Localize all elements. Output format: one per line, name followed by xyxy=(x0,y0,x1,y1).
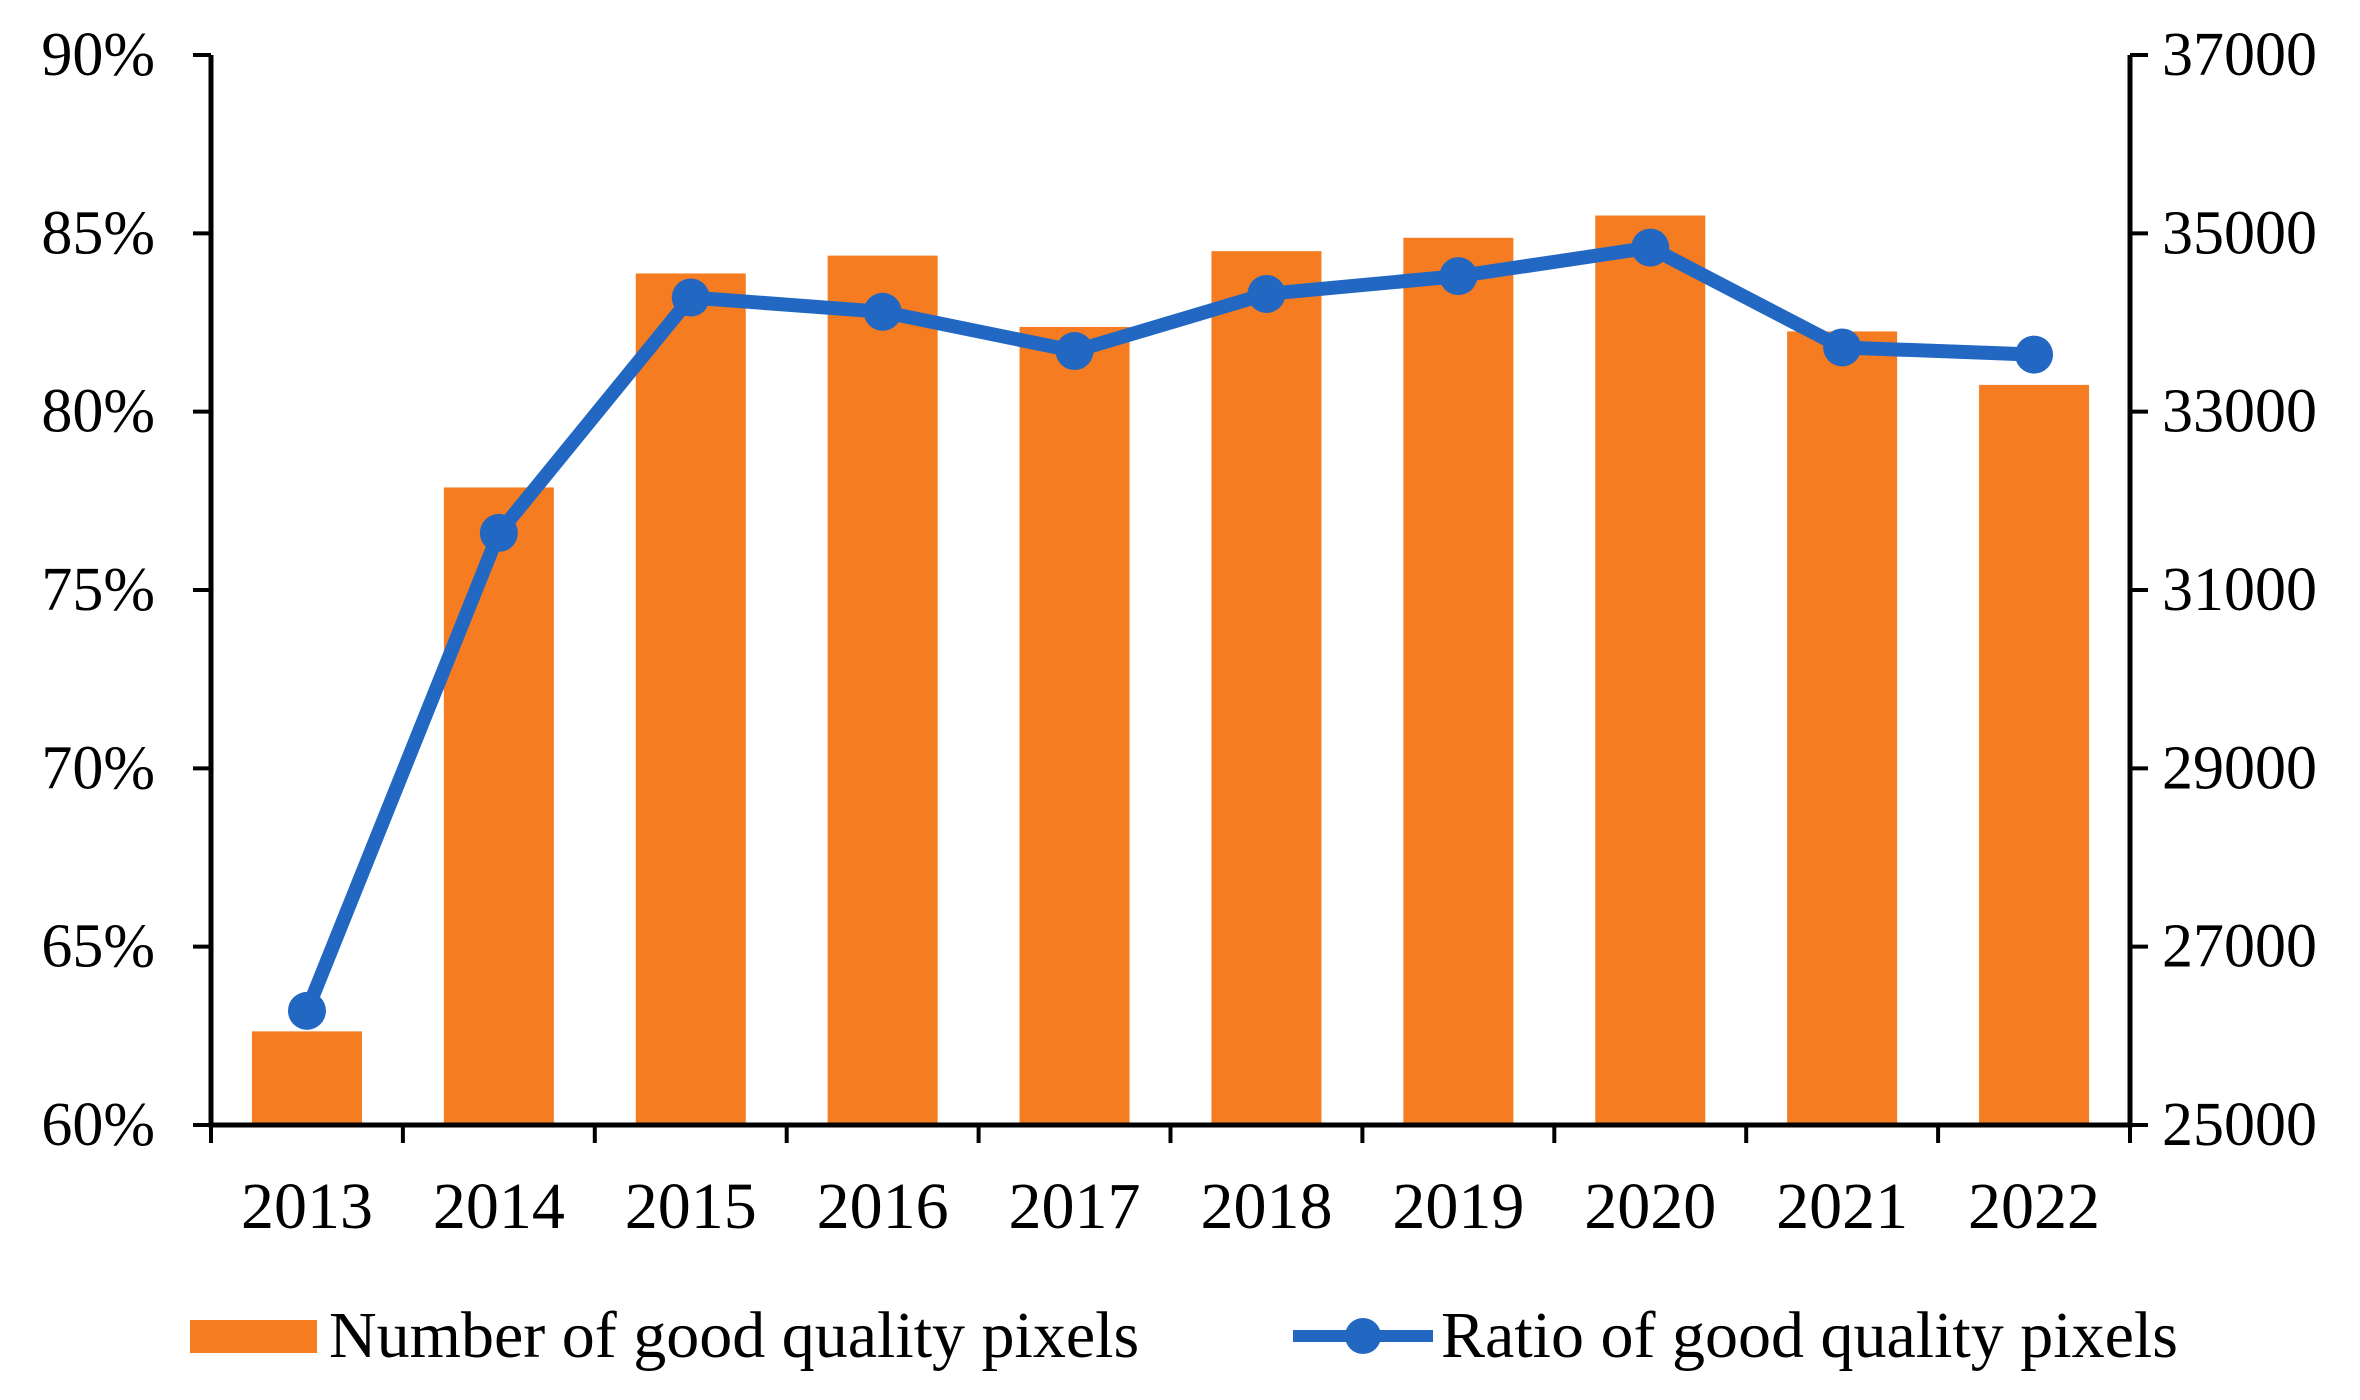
legend-item-bars: Number of good quality pixels xyxy=(190,1299,1140,1372)
x-axis-tick-label: 2015 xyxy=(625,1170,757,1243)
x-axis-tick-label: 2019 xyxy=(1392,1170,1524,1243)
right-axis-tick-label: 25000 xyxy=(2162,1091,2317,1159)
line-point-2014 xyxy=(479,513,518,552)
legend-line-marker-icon xyxy=(1345,1318,1381,1354)
bar-2014 xyxy=(443,487,554,1125)
legend-bar-label: Number of good quality pixels xyxy=(329,1299,1140,1372)
right-axis-tick-label: 29000 xyxy=(2162,734,2317,802)
right-axis-tick-label: 27000 xyxy=(2162,913,2317,981)
bar-2019 xyxy=(1403,237,1514,1125)
right-axis-tick-label: 33000 xyxy=(2162,378,2317,446)
left-axis-tick-label: 75% xyxy=(41,556,155,624)
bar-2017 xyxy=(1019,326,1130,1125)
bar-2018 xyxy=(1211,251,1322,1125)
legend-bar-swatch-icon xyxy=(190,1319,317,1353)
line-point-2020 xyxy=(1631,228,1670,267)
left-axis-tick-label: 90% xyxy=(41,21,155,89)
x-axis-tick-label: 2021 xyxy=(1776,1170,1908,1243)
left-axis-tick-label: 65% xyxy=(41,913,155,981)
right-axis-tick-label: 35000 xyxy=(2162,199,2317,267)
x-axis-tick-label: 2013 xyxy=(241,1170,373,1243)
x-axis-tick-label: 2018 xyxy=(1200,1170,1332,1243)
left-axis-tick-label: 80% xyxy=(41,378,155,446)
line-point-2015 xyxy=(671,278,710,317)
line-point-2022 xyxy=(2015,335,2054,374)
bar-2021 xyxy=(1787,331,1898,1126)
line-point-2016 xyxy=(863,292,902,331)
line-point-2021 xyxy=(1823,328,1862,367)
ratio-line xyxy=(299,240,2042,1018)
bar-2015 xyxy=(635,273,746,1125)
left-axis-tick-label: 60% xyxy=(41,1091,155,1159)
legend-item-line: Ratio of good quality pixels xyxy=(1293,1299,2178,1372)
bar-2013 xyxy=(251,1031,362,1125)
right-axis-tick-label: 31000 xyxy=(2162,556,2317,624)
line-point-2017 xyxy=(1055,332,1094,371)
bar-2016 xyxy=(827,255,938,1125)
line-point-2019 xyxy=(1439,257,1478,296)
left-axis-tick-label: 85% xyxy=(41,199,155,267)
right-axis-tick-label: 37000 xyxy=(2162,21,2317,89)
x-axis-tick-label: 2017 xyxy=(1009,1170,1141,1243)
x-axis-tick-label: 2014 xyxy=(433,1170,565,1243)
bar-2020 xyxy=(1595,215,1706,1125)
left-axis-tick-label: 70% xyxy=(41,734,155,802)
line-point-2018 xyxy=(1247,274,1286,313)
bar-2022 xyxy=(1979,384,2090,1126)
legend-line-label: Ratio of good quality pixels xyxy=(1441,1299,2178,1372)
x-axis-tick-label: 2022 xyxy=(1968,1170,2100,1243)
x-axis-tick-label: 2016 xyxy=(817,1170,949,1243)
legend-line-swatch-icon xyxy=(1293,1314,1433,1358)
x-axis-tick-label: 2020 xyxy=(1584,1170,1716,1243)
line-point-2013 xyxy=(287,991,326,1030)
